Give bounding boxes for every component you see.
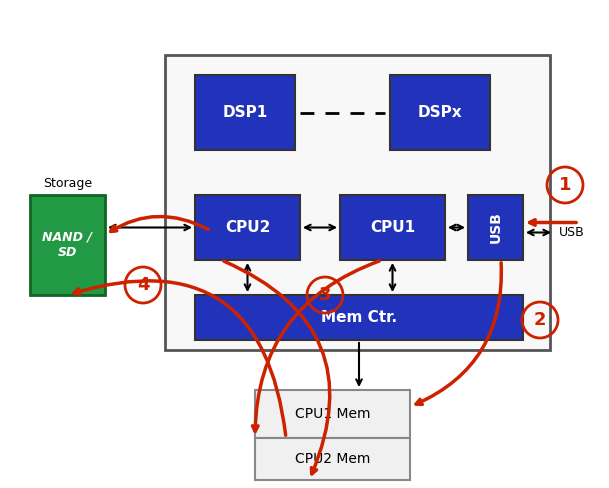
Text: 4: 4: [137, 276, 149, 294]
Bar: [255, 438, 410, 480]
Bar: [255, 390, 410, 438]
Text: 2: 2: [533, 311, 546, 329]
Text: USB: USB: [488, 212, 502, 244]
Text: 1: 1: [558, 176, 571, 194]
Bar: [30, 195, 105, 295]
Bar: [340, 195, 445, 260]
Text: 3: 3: [319, 286, 331, 304]
Text: USB: USB: [559, 226, 585, 239]
Text: Mem Ctr.: Mem Ctr.: [321, 310, 397, 325]
Bar: [195, 195, 300, 260]
Text: CPU1: CPU1: [370, 220, 415, 235]
Text: Storage: Storage: [43, 177, 92, 189]
Bar: [195, 75, 295, 150]
Text: CPU1 Mem: CPU1 Mem: [295, 407, 370, 421]
Text: CPU2: CPU2: [225, 220, 270, 235]
Text: DSP1: DSP1: [222, 105, 267, 120]
Bar: [195, 295, 523, 340]
Text: DSPx: DSPx: [418, 105, 462, 120]
Text: CPU2 Mem: CPU2 Mem: [295, 452, 370, 466]
Text: NAND /
SD: NAND / SD: [43, 231, 93, 259]
Bar: [468, 195, 523, 260]
Bar: [165, 55, 550, 350]
Bar: [390, 75, 490, 150]
